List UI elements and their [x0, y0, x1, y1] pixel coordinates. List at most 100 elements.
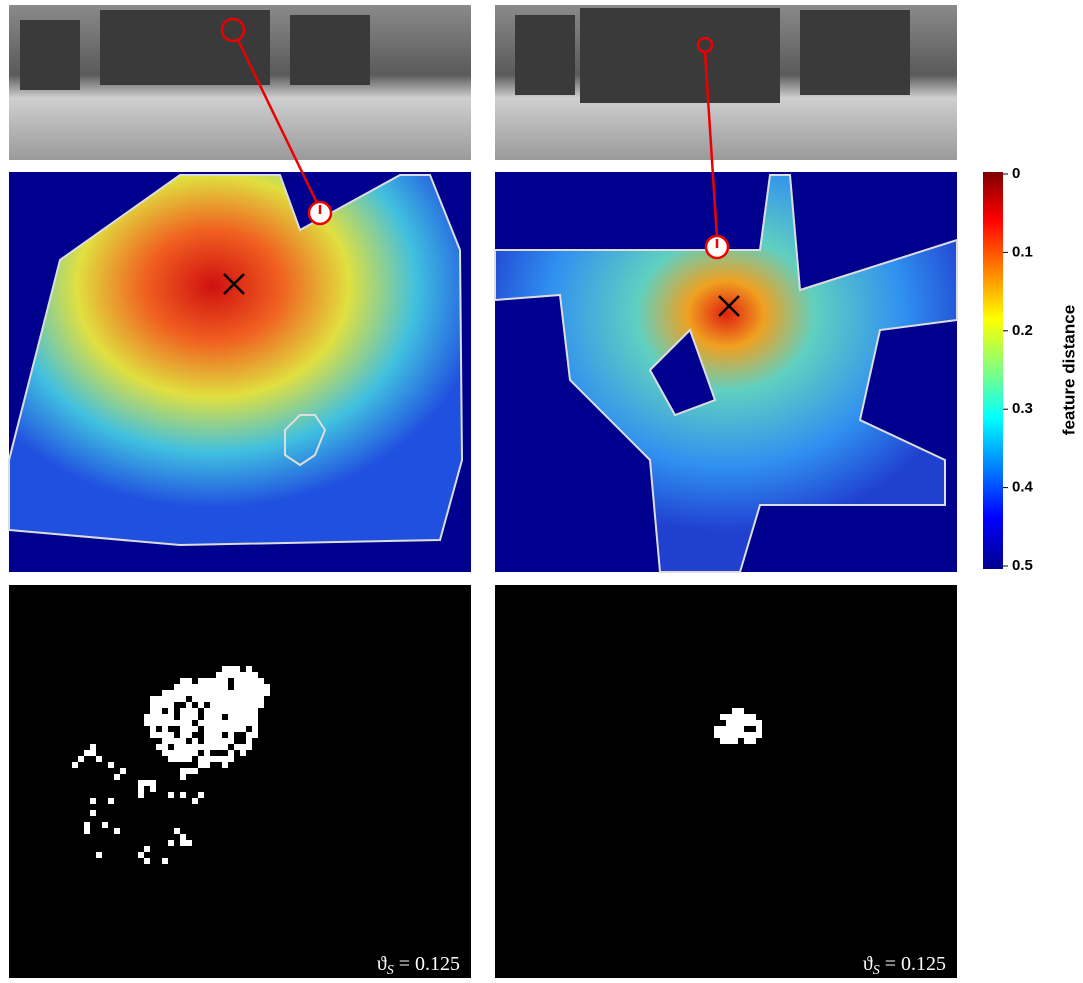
pixel — [204, 732, 210, 738]
pixel — [216, 726, 222, 732]
pixel — [192, 798, 198, 804]
pixel — [174, 684, 180, 690]
pixel — [222, 720, 228, 726]
pixel — [204, 696, 210, 702]
figure: ϑS=0.125 ϑS=0.125 00.10.20.30.40.5 featu… — [0, 0, 1083, 983]
pixel — [720, 738, 726, 744]
pixel — [246, 690, 252, 696]
pixel — [150, 696, 156, 702]
pixel — [222, 726, 228, 732]
pixel — [222, 672, 228, 678]
pixel — [210, 738, 216, 744]
pixel — [108, 762, 114, 768]
pixel — [228, 756, 234, 762]
pixel — [204, 756, 210, 762]
pixel — [204, 750, 210, 756]
pixel — [150, 702, 156, 708]
value: 0.125 — [415, 953, 460, 975]
pixel — [186, 714, 192, 720]
pixel — [252, 702, 258, 708]
pixel — [138, 780, 144, 786]
pixel — [210, 756, 216, 762]
pixel — [180, 792, 186, 798]
pixel — [246, 732, 252, 738]
pixel — [204, 708, 210, 714]
pixel — [186, 756, 192, 762]
pixel — [180, 738, 186, 744]
pixel — [204, 762, 210, 768]
pixel — [720, 714, 726, 720]
pixel — [138, 786, 144, 792]
pixel — [144, 858, 150, 864]
pixel — [150, 780, 156, 786]
pixel — [234, 690, 240, 696]
pixel — [750, 720, 756, 726]
pixel — [204, 714, 210, 720]
pixel — [234, 744, 240, 750]
pixel — [216, 702, 222, 708]
pixel — [222, 762, 228, 768]
tick-label: 0.3 — [1012, 400, 1033, 417]
pixel — [252, 672, 258, 678]
pixel — [192, 684, 198, 690]
pixel — [162, 696, 168, 702]
pixel — [222, 684, 228, 690]
pixel — [204, 744, 210, 750]
pixel — [234, 666, 240, 672]
pixel — [756, 726, 762, 732]
pixel — [144, 714, 150, 720]
pixel — [168, 696, 174, 702]
pixel — [114, 828, 120, 834]
pixel — [726, 732, 732, 738]
pixel — [240, 708, 246, 714]
pixel — [192, 696, 198, 702]
pixel — [180, 774, 186, 780]
pixel — [756, 720, 762, 726]
pixel — [216, 714, 222, 720]
pixel — [156, 702, 162, 708]
subscript: S — [873, 963, 880, 978]
pixel — [186, 678, 192, 684]
pixel — [246, 744, 252, 750]
pixel — [252, 696, 258, 702]
pixel — [186, 684, 192, 690]
pixel — [228, 732, 234, 738]
pixel — [738, 720, 744, 726]
pixel — [162, 702, 168, 708]
pixel — [186, 726, 192, 732]
pixel — [198, 756, 204, 762]
pixel — [72, 762, 78, 768]
pixel — [264, 690, 270, 696]
pixel — [204, 690, 210, 696]
pixel — [246, 666, 252, 672]
colorbar-ticks: 00.10.20.30.40.5 — [1003, 165, 1034, 574]
pixel — [258, 696, 264, 702]
pixel — [180, 750, 186, 756]
pixel — [168, 732, 174, 738]
pixel — [90, 744, 96, 750]
pixel — [252, 732, 258, 738]
pixel — [192, 714, 198, 720]
pixel — [180, 834, 186, 840]
pixel — [186, 708, 192, 714]
pixel — [258, 690, 264, 696]
pixel — [750, 738, 756, 744]
threshold-map — [9, 585, 471, 978]
pixel — [738, 726, 744, 732]
pixel — [150, 726, 156, 732]
pixel — [228, 714, 234, 720]
pixel — [192, 690, 198, 696]
pixel — [180, 678, 186, 684]
pixel — [210, 726, 216, 732]
pixel — [210, 720, 216, 726]
pixel — [180, 756, 186, 762]
pixel — [162, 714, 168, 720]
pixel — [84, 822, 90, 828]
pixel — [228, 672, 234, 678]
pixel — [240, 726, 246, 732]
pixel — [168, 750, 174, 756]
pixel — [162, 750, 168, 756]
pixel — [180, 744, 186, 750]
pixel — [156, 744, 162, 750]
pixel — [234, 720, 240, 726]
